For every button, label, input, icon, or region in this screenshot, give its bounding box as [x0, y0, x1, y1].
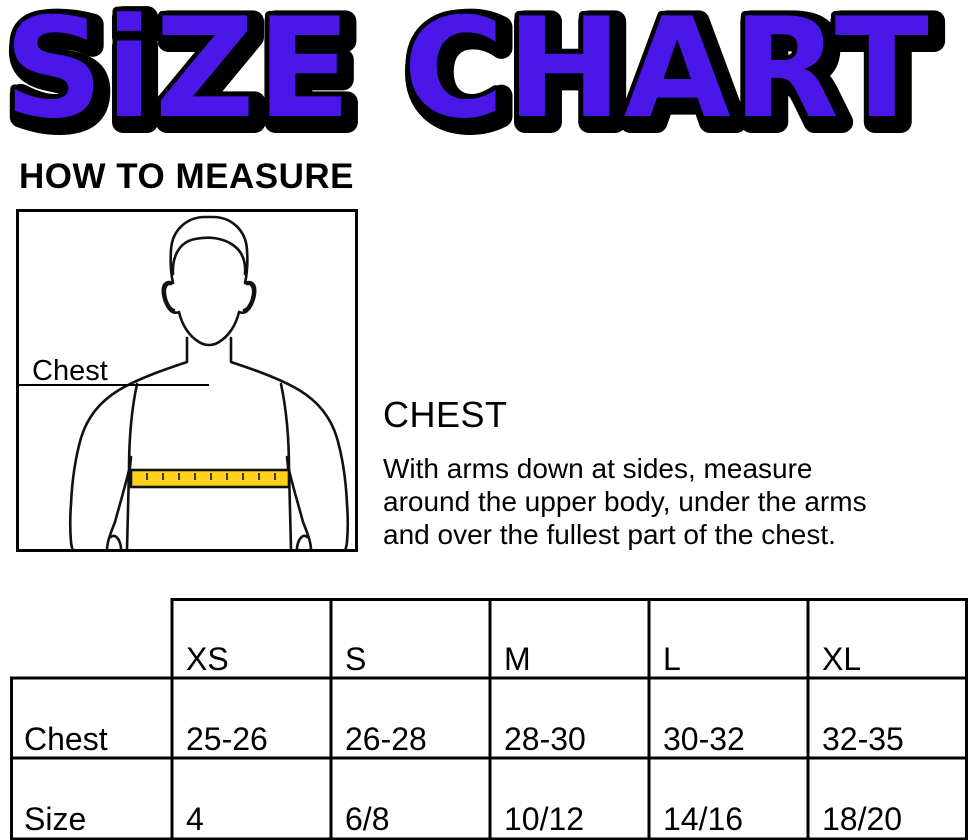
page-title: SiZE CHART SiZE CHART [0, 0, 978, 150]
size-table: XS S M L XL Chest 25-26 26-28 28-30 30-3… [10, 598, 968, 840]
table-cell-size-xl: 18/20 [822, 801, 903, 837]
table-cell-size-xs: 4 [186, 801, 204, 837]
table-header-xl: XL [822, 641, 862, 677]
description-line-1: With arms down at sides, measure [383, 453, 813, 484]
measurement-illustration-box [16, 209, 358, 552]
table-row-label-size: Size [24, 801, 87, 837]
size-table-grid [10, 598, 968, 840]
table-header-m: M [504, 641, 531, 677]
title-shadow: SiZE CHART [10, 0, 937, 150]
table-cell-chest-s: 26-28 [345, 721, 427, 757]
chest-measure-label: Chest [32, 355, 108, 387]
table-row-label-chest: Chest [24, 721, 108, 757]
chest-description-heading: CHEST [383, 394, 508, 435]
table-header-l: L [663, 641, 681, 677]
how-to-measure-heading: HOW TO MEASURE [19, 157, 354, 196]
table-cell-size-m: 10/12 [504, 801, 585, 837]
table-cell-chest-m: 28-30 [504, 721, 586, 757]
table-cell-chest-l: 30-32 [663, 721, 745, 757]
table-header-s: S [345, 641, 367, 677]
title-fill: SiZE CHART [4, 0, 931, 149]
table-header-xs: XS [186, 641, 229, 677]
table-cell-size-s: 6/8 [345, 801, 390, 837]
measuring-tape-icon [129, 468, 291, 489]
table-cell-size-l: 14/16 [663, 801, 744, 837]
table-cell-chest-xs: 25-26 [186, 721, 268, 757]
description-line-2: around the upper body, under the arms [383, 486, 867, 517]
chest-leader-line [19, 384, 209, 386]
table-cell-chest-xl: 32-35 [822, 721, 904, 757]
title-artwork: SiZE CHART SiZE CHART [0, 0, 946, 150]
male-torso-icon [68, 215, 350, 549]
chest-description-body: With arms down at sides, measure around … [383, 452, 978, 551]
description-line-3: and over the fullest part of the chest. [383, 519, 836, 550]
